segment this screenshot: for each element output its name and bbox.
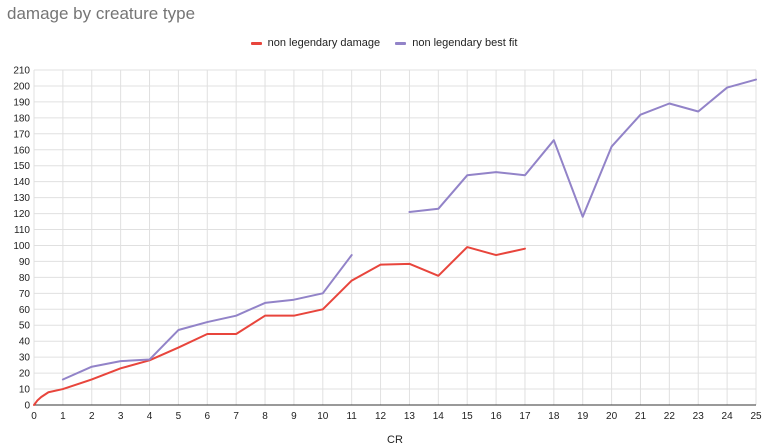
x-axis-label: CR xyxy=(387,434,403,446)
y-tick-label: 30 xyxy=(19,353,31,364)
y-tick-label: 120 xyxy=(13,209,30,220)
x-tick-label: 3 xyxy=(118,411,124,422)
legend-swatch-best-fit xyxy=(395,41,407,45)
y-tick-label: 210 xyxy=(13,66,30,77)
x-tick-label: 17 xyxy=(519,411,531,422)
y-tick-label: 190 xyxy=(13,97,30,108)
y-tick-label: 20 xyxy=(19,369,31,380)
x-tick-label: 7 xyxy=(233,411,239,422)
x-tick-label: 8 xyxy=(262,411,268,422)
y-tick-label: 160 xyxy=(13,145,30,156)
x-tick-label: 19 xyxy=(577,411,589,422)
x-tick-label: 13 xyxy=(404,411,416,422)
series xyxy=(33,78,757,406)
y-tick-label: 130 xyxy=(13,193,30,204)
legend-item-best-fit[interactable]: non legendary best fit xyxy=(395,37,517,49)
x-tick-label: 12 xyxy=(375,411,387,422)
x-tick-label: 15 xyxy=(462,411,474,422)
y-tick-label: 200 xyxy=(13,81,30,92)
y-tick-label: 40 xyxy=(19,337,31,348)
x-tick-label: 9 xyxy=(291,411,297,422)
y-tick-label: 50 xyxy=(19,321,31,332)
y-tick-label: 140 xyxy=(13,177,30,188)
x-tick-label: 10 xyxy=(317,411,329,422)
y-tick-label: 80 xyxy=(19,273,31,284)
legend-item-damage[interactable]: non legendary damage xyxy=(250,37,381,49)
legend: non legendary damage non legendary best … xyxy=(0,37,768,49)
series-line-1-segment-1[interactable] xyxy=(408,78,757,218)
x-tick-label: 23 xyxy=(693,411,705,422)
y-tick-label: 180 xyxy=(13,113,30,124)
legend-label-damage: non legendary damage xyxy=(267,37,381,49)
legend-label-best-fit: non legendary best fit xyxy=(412,37,518,49)
x-tick-label: 20 xyxy=(606,411,618,422)
series-line-1-segment-0[interactable] xyxy=(61,254,353,381)
x-tick-label: 21 xyxy=(635,411,647,422)
y-tick-label: 170 xyxy=(13,129,30,140)
x-tick-label: 2 xyxy=(89,411,95,422)
y-tick-label: 0 xyxy=(24,401,30,412)
y-tick-label: 60 xyxy=(19,305,31,316)
y-tick-label: 10 xyxy=(19,385,31,396)
x-tick-label: 11 xyxy=(346,411,357,422)
x-tick-label: 0 xyxy=(31,411,37,422)
x-tick-label: 6 xyxy=(204,411,210,422)
y-tick-label: 110 xyxy=(14,225,30,236)
chart-title: damage by creature type xyxy=(7,4,196,23)
x-tick-label: 22 xyxy=(664,411,676,422)
y-tick-label: 100 xyxy=(13,241,30,252)
y-tick-label: 150 xyxy=(13,161,30,172)
x-tick-label: 5 xyxy=(176,411,182,422)
series-line-0-segment-0[interactable] xyxy=(33,246,526,406)
legend-swatch-damage xyxy=(250,41,262,45)
x-tick-label: 24 xyxy=(722,411,734,422)
y-tick-label: 70 xyxy=(19,289,31,300)
grid xyxy=(33,69,757,405)
x-tick-label: 16 xyxy=(491,411,503,422)
x-tick-label: 25 xyxy=(750,411,762,422)
x-tick-label: 14 xyxy=(433,411,445,422)
y-tick-label: 90 xyxy=(19,257,31,268)
x-tick-label: 4 xyxy=(147,411,153,422)
axes: 0102030405060708090100110120130140150160… xyxy=(13,66,762,423)
x-tick-label: 18 xyxy=(548,411,560,422)
x-tick-label: 1 xyxy=(60,411,66,422)
